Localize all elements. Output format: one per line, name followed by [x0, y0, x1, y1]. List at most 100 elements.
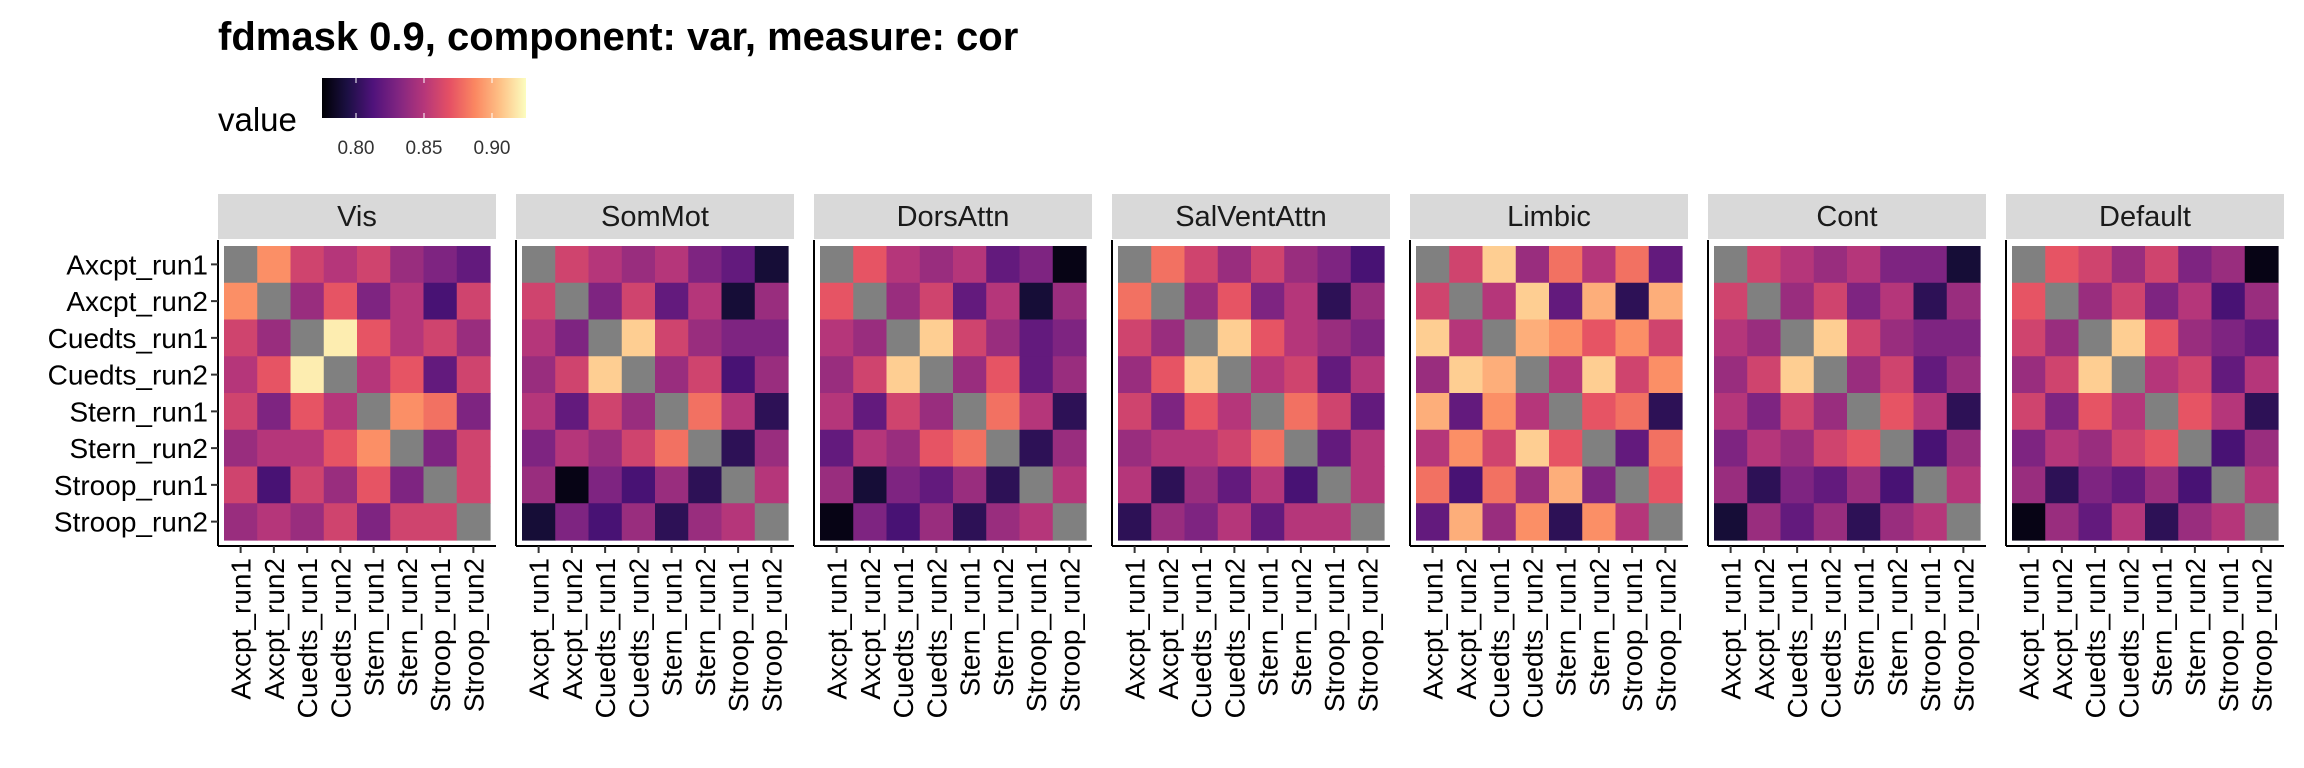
heatmap-cell [919, 282, 954, 321]
heatmap-cell [1747, 393, 1782, 431]
heatmap-cell [1549, 319, 1583, 357]
heatmap-cell [1913, 429, 1948, 468]
heatmap-cell [357, 429, 391, 468]
heatmap-cell [1582, 319, 1617, 357]
heatmap-cell [1847, 319, 1881, 357]
heatmap-cell [1449, 503, 1484, 541]
heatmap-cell [1780, 393, 1815, 431]
heatmap-cell [423, 319, 458, 357]
heatmap-cell [2078, 429, 2113, 468]
heatmap-cell [1515, 319, 1550, 357]
heatmap-cell [1780, 356, 1815, 394]
heatmap-cell [1714, 246, 1748, 284]
heatmap-cell [1582, 356, 1617, 394]
heatmap-cell [522, 466, 556, 504]
heatmap-cell [1284, 319, 1319, 357]
heatmap-cell [1317, 503, 1352, 541]
heatmap-cell [1847, 246, 1881, 284]
heatmap-cell [357, 356, 391, 394]
heatmap-cell [853, 429, 888, 468]
heatmap-cell [1946, 503, 1981, 541]
heatmap-cell [323, 319, 358, 357]
x-tick-label: Stroop_run2 [1352, 558, 1383, 712]
heatmap-cell [2111, 503, 2146, 541]
heatmap-cell [1251, 282, 1285, 321]
heatmap-cell [1714, 503, 1748, 541]
heatmap-cell [1582, 246, 1617, 284]
heatmap-cell [1052, 282, 1087, 321]
heatmap-cell [2244, 466, 2279, 504]
heatmap-cell [1714, 393, 1748, 431]
heatmap-cell [2178, 356, 2213, 394]
x-tick-label: Axcpt_run2 [2047, 558, 2078, 700]
heatmap-cell [1880, 282, 1915, 321]
heatmap-cell [1847, 466, 1881, 504]
heatmap-cell [423, 429, 458, 468]
heatmap-cell [2012, 246, 2046, 284]
heatmap-cell [1416, 429, 1450, 468]
heatmap-cell [1284, 503, 1319, 541]
heatmap-cell [721, 282, 756, 321]
heatmap-cell [2211, 393, 2246, 431]
heatmap-cell [1449, 282, 1484, 321]
heatmap-cell [919, 246, 954, 284]
heatmap-cell [721, 319, 756, 357]
heatmap-cell [1118, 319, 1152, 357]
legend-tick-label: 0.80 [338, 138, 375, 159]
heatmap-cell [588, 319, 623, 357]
heatmap-cell [919, 503, 954, 541]
heatmap-cell [423, 356, 458, 394]
heatmap-cell [688, 503, 723, 541]
heatmap-cell [1251, 503, 1285, 541]
heatmap-cell [555, 356, 590, 394]
heatmap-cell [2211, 429, 2246, 468]
heatmap-cell [1052, 246, 1087, 284]
heatmap-cell [1052, 466, 1087, 504]
heatmap-cell [390, 393, 425, 431]
heatmap-cell [1515, 503, 1550, 541]
strip-label: Cont [1816, 201, 1877, 233]
heatmap-cell [1880, 319, 1915, 357]
heatmap-cell [1118, 393, 1152, 431]
heatmap-cell [1350, 393, 1385, 431]
strip-label: DorsAttn [897, 201, 1010, 233]
heatmap-cell [1780, 319, 1815, 357]
y-tick-label: Cuedts_run2 [48, 360, 208, 391]
heatmap-cell [1350, 282, 1385, 321]
heatmap-cell [588, 282, 623, 321]
heatmap-cell [1184, 429, 1219, 468]
heatmap-cell [1747, 282, 1782, 321]
heatmap-cell [2045, 393, 2080, 431]
heatmap-cell [820, 393, 854, 431]
heatmap-cell [1880, 356, 1915, 394]
heatmap-cell [953, 282, 987, 321]
heatmap-cell [2111, 393, 2146, 431]
heatmap-cell [919, 356, 954, 394]
heatmap-cell [456, 246, 491, 284]
heatmap-cell [1714, 319, 1748, 357]
heatmap-cell [1482, 282, 1517, 321]
heatmap-cell [655, 246, 689, 284]
heatmap-cell [323, 466, 358, 504]
heatmap-cell [290, 466, 325, 504]
heatmap-cell [1946, 246, 1981, 284]
heatmap-cell [1780, 503, 1815, 541]
heatmap-cell [1946, 429, 1981, 468]
x-tick-label: Axcpt_run1 [1716, 558, 1747, 700]
heatmap-cell [621, 356, 656, 394]
heatmap-cell [1515, 429, 1550, 468]
heatmap-cell [1648, 282, 1683, 321]
heatmap-cell [1350, 356, 1385, 394]
heatmap-cell [1549, 246, 1583, 284]
heatmap-cell [2211, 319, 2246, 357]
y-tick-label: Stroop_run2 [54, 507, 208, 538]
legend-title: value [218, 101, 297, 138]
x-tick-label: Axcpt_run1 [1418, 558, 1449, 700]
heatmap-cell [1052, 393, 1087, 431]
heatmap-cell [1416, 393, 1450, 431]
heatmap-cell [1184, 466, 1219, 504]
heatmap-cell [986, 503, 1021, 541]
heatmap-cell [1019, 393, 1054, 431]
heatmap-cell [1184, 356, 1219, 394]
